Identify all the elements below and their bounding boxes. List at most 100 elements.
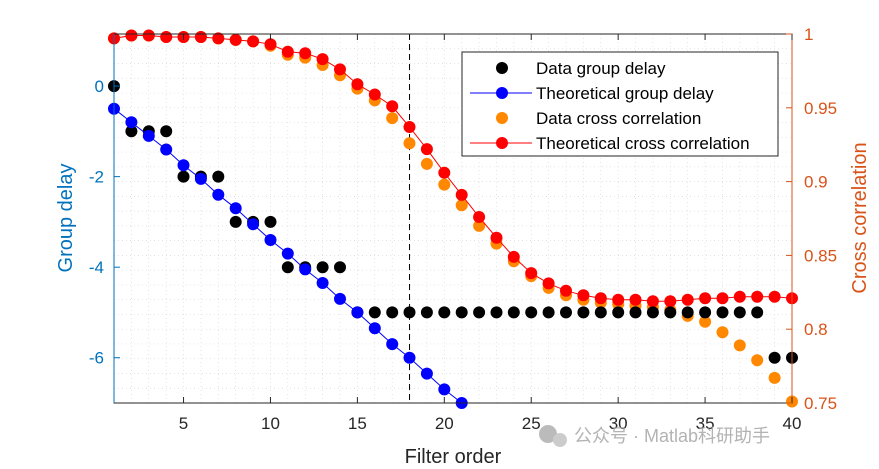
theoretical-cross-correlation-point: [577, 289, 590, 302]
theoretical-group-delay-point: [247, 218, 260, 231]
theoretical-cross-correlation-point: [507, 250, 520, 263]
y-right-axis-label: Cross correlation: [849, 142, 871, 293]
data-group-delay-point: [455, 306, 468, 319]
data-group-delay-point: [125, 125, 138, 138]
data-cross-correlation-point: [473, 219, 486, 232]
theoretical-cross-correlation-point: [403, 121, 416, 133]
chat-bubble-icon: [539, 425, 557, 443]
y-right-tick-label: 0.95: [804, 99, 837, 118]
y-right-tick-label: 0.75: [804, 394, 837, 413]
theoretical-cross-correlation-point: [681, 293, 694, 306]
theoretical-cross-correlation-point: [316, 53, 329, 66]
data-group-delay-point: [542, 306, 555, 319]
y-left-tick-label: -6: [89, 349, 104, 368]
theoretical-cross-correlation-point: [542, 277, 555, 290]
theoretical-group-delay-point: [351, 306, 364, 319]
y-right-tick-label: 0.9: [804, 173, 828, 192]
theoretical-group-delay-point: [142, 129, 155, 142]
data-cross-correlation-point: [699, 315, 712, 328]
x-tick-label: 25: [522, 414, 541, 433]
theoretical-cross-correlation-point: [194, 31, 207, 43]
theoretical-group-delay-point: [386, 338, 399, 351]
data-cross-correlation-point: [751, 354, 764, 367]
legend-marker: [496, 62, 508, 74]
data-group-delay-point: [560, 306, 572, 319]
theoretical-cross-correlation-point: [299, 47, 312, 60]
theoretical-cross-correlation-point: [368, 88, 381, 101]
data-group-delay-point: [525, 306, 538, 319]
x-tick-label: 40: [783, 414, 802, 433]
data-cross-correlation-point: [403, 137, 416, 150]
theoretical-cross-correlation-point: [733, 290, 746, 303]
data-group-delay-point: [490, 306, 503, 319]
theoretical-cross-correlation-point: [264, 38, 277, 51]
axis-ticks: 5 10 15 20 25 30 35 40 0 -2 -4 -6 1 0.95 0.9 0.85 0.8 0.7…: [89, 25, 837, 433]
theoretical-cross-correlation-point: [664, 295, 677, 308]
legend-label: Theoretical cross correlation: [536, 134, 750, 153]
x-tick-label: 10: [261, 414, 280, 433]
legend: Data group delay Theoretical group delay…: [461, 51, 779, 157]
theoretical-group-delay-point: [194, 172, 207, 185]
theoretical-group-delay-point: [177, 159, 190, 172]
data-group-delay-point: [716, 306, 729, 319]
data-group-delay-point: [177, 170, 190, 183]
theoretical-group-delay-point: [368, 322, 381, 335]
legend-marker: [496, 87, 508, 99]
theoretical-cross-correlation-point: [560, 284, 572, 297]
theoretical-cross-correlation-point: [612, 293, 625, 306]
y-right-tick-label: 0.8: [804, 320, 828, 339]
theoretical-cross-correlation-point: [142, 29, 155, 42]
theoretical-cross-correlation-point: [229, 33, 242, 46]
legend-marker: [496, 137, 508, 149]
data-group-delay-point: [281, 261, 294, 274]
data-cross-correlation-point: [386, 112, 399, 125]
theoretical-cross-correlation-point: [160, 31, 173, 43]
data-group-delay-point: [212, 170, 225, 183]
data-group-delay-point: [751, 306, 764, 319]
theoretical-cross-correlation-point: [751, 290, 764, 303]
data-group-delay-point: [386, 306, 399, 319]
data-cross-correlation-point: [455, 199, 468, 212]
data-group-delay-point: [368, 306, 381, 319]
theoretical-group-delay-point: [334, 292, 346, 305]
theoretical-group-delay-point: [316, 277, 329, 289]
data-group-delay-point: [594, 306, 607, 319]
data-cross-correlation-point: [733, 339, 746, 352]
theoretical-cross-correlation-point: [716, 292, 729, 305]
minor-grid: [113, 33, 793, 404]
y-right-tick-label: 1: [804, 25, 813, 44]
data-group-delay-point: [733, 306, 746, 319]
data-group-delay-point: [629, 306, 642, 319]
watermark: 公众号 · Matlab科研助手: [539, 425, 770, 447]
theoretical-cross-correlation-point: [420, 143, 433, 156]
data-group-delay-point: [264, 215, 277, 228]
data-group-delay-point: [316, 261, 329, 274]
data-group-delay-point: [473, 306, 486, 319]
data-group-delay-point: [577, 306, 590, 319]
theoretical-cross-correlation-point: [281, 45, 294, 58]
x-tick-label: 35: [696, 414, 715, 433]
theoretical-cross-correlation-point: [247, 35, 260, 48]
data-group-delay-point: [699, 306, 712, 319]
theoretical-cross-correlation-point: [386, 100, 399, 113]
theoretical-group-delay-point: [281, 247, 294, 260]
data-group-delay-point: [438, 306, 451, 319]
theoretical-cross-correlation-point: [594, 292, 607, 305]
theoretical-cross-correlation-point: [351, 78, 364, 91]
x-tick-label: 15: [348, 414, 367, 433]
theoretical-cross-correlation-point: [768, 290, 781, 303]
theoretical-cross-correlation-point: [334, 63, 346, 76]
legend-label: Data group delay: [536, 59, 666, 78]
data-group-delay-point: [612, 306, 625, 319]
data-cross-correlation-point: [716, 326, 729, 339]
legend-item-data-group-delay: Data group delay: [496, 59, 666, 78]
theoretical-cross-correlation-point: [125, 29, 138, 42]
theoretical-cross-correlation-point: [646, 295, 659, 308]
x-axis-label: Filter order: [405, 446, 502, 468]
theoretical-group-delay-point: [403, 351, 416, 364]
data-group-delay-point: [160, 125, 173, 138]
data-group-delay-point: [681, 306, 694, 319]
theoretical-cross-correlation-line: [113, 35, 793, 302]
data-group-delay-point: [664, 306, 677, 319]
